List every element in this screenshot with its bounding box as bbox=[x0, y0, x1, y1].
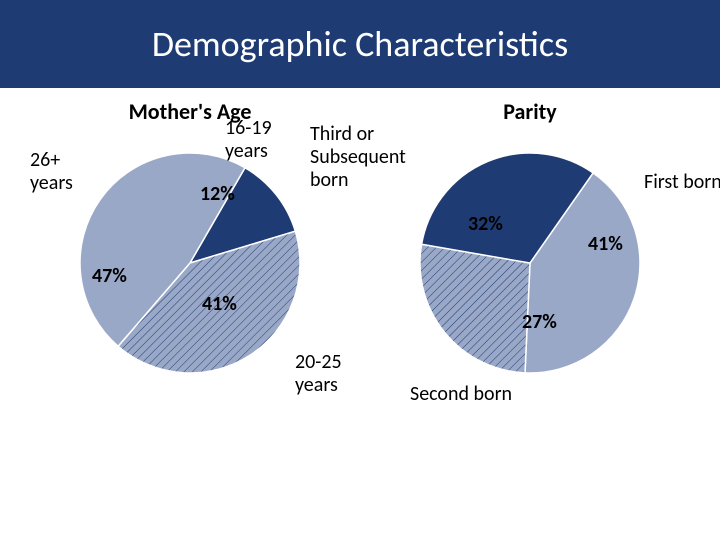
label-16-19-years: 16-19years bbox=[225, 117, 272, 163]
page-title: Demographic Characteristics bbox=[152, 22, 568, 66]
label-26plus-years: 26+years bbox=[30, 149, 73, 195]
chart-parity: Parity First born 41% Second born 27% Th… bbox=[360, 98, 700, 373]
label-second-born: Second born bbox=[410, 383, 512, 406]
label-20-25-years: 20-25years bbox=[295, 351, 342, 397]
pie-parity: First born 41% Second born 27% Third orS… bbox=[420, 153, 640, 373]
label-first-born: First born bbox=[644, 171, 720, 194]
chart-mothers-age: Mother's Age 16-19years 12% 20-25years 4… bbox=[20, 98, 360, 373]
pie-mothers-age: 16-19years 12% 20-25years 41% 26+years 4… bbox=[80, 153, 300, 373]
pct-12: 12% bbox=[200, 183, 235, 206]
label-third-plus: Third orSubsequentborn bbox=[310, 123, 406, 192]
pct-27: 27% bbox=[522, 311, 557, 334]
pct-41-parity: 41% bbox=[588, 233, 623, 256]
pie-slice bbox=[420, 244, 530, 373]
title-banner: Demographic Characteristics bbox=[0, 0, 720, 88]
pct-47: 47% bbox=[92, 265, 127, 288]
pct-41: 41% bbox=[202, 293, 237, 316]
chart-title-parity: Parity bbox=[503, 98, 556, 125]
charts-row: Mother's Age 16-19years 12% 20-25years 4… bbox=[0, 88, 720, 373]
pct-32: 32% bbox=[468, 213, 503, 236]
